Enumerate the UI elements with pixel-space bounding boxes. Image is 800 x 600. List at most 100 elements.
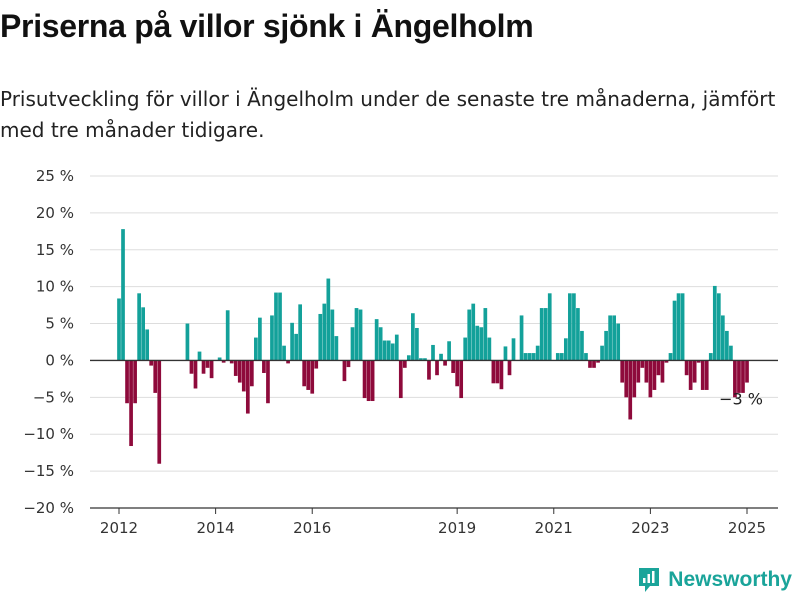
bar-2022-07 — [624, 360, 629, 398]
bar-2019-09 — [487, 337, 492, 361]
bar-2015-08 — [290, 322, 294, 361]
bar-2013-12 — [209, 360, 214, 379]
brand-logo: Newsworthy — [637, 566, 792, 594]
x-tick-label: 2014 — [197, 519, 235, 537]
bar-2012-06 — [137, 293, 141, 361]
bar-2020-11 — [543, 308, 548, 361]
bar-2020-07 — [527, 353, 532, 361]
bar-2014-03 — [221, 360, 226, 363]
bar-2013-06 — [185, 323, 190, 361]
bar-2015-05 — [278, 292, 282, 361]
bar-2012-07 — [141, 307, 145, 361]
bar-2014-02 — [217, 357, 222, 361]
bar-2013-08 — [193, 360, 198, 389]
bar-2017-02 — [362, 360, 367, 399]
bar-2018-11 — [447, 341, 451, 361]
bar-2023-08 — [676, 293, 681, 361]
bar-2022-10 — [636, 360, 641, 383]
x-tick-label: 2021 — [535, 519, 573, 537]
bar-2016-01 — [310, 360, 315, 394]
brand-name: Newsworthy — [668, 568, 792, 591]
bar-2019-03 — [463, 337, 468, 361]
bar-2021-05 — [568, 293, 572, 361]
bar-2017-01 — [358, 309, 363, 361]
bar-2015-10 — [298, 304, 302, 361]
bar-2019-11 — [495, 360, 500, 384]
bar-2022-06 — [620, 360, 625, 383]
y-axis-ticks: 25 % 20 % 15 % 10 % 5 % 0 % −5 % −10 % −15 % −20 … — [23, 167, 74, 517]
bar-2018-01 — [406, 355, 411, 361]
bar-2023-05 — [664, 360, 669, 363]
bar-2017-11 — [398, 360, 403, 399]
bar-2021-10 — [588, 360, 592, 368]
bar-2014-10 — [249, 360, 254, 387]
bar-2024-08 — [725, 330, 729, 361]
bar-2012-01 — [117, 298, 121, 361]
bar-2021-07 — [576, 308, 580, 361]
bar-2018-07 — [431, 344, 435, 361]
bar-2017-07 — [382, 340, 387, 361]
bar-2015-07 — [286, 360, 290, 364]
bar-2021-09 — [584, 353, 588, 361]
bar-2020-12 — [547, 293, 552, 361]
bar-2014-07 — [237, 360, 242, 383]
bar-2022-01 — [600, 345, 604, 361]
bar-2012-11 — [157, 360, 162, 464]
bar-2021-02 — [555, 353, 560, 361]
bar-2022-09 — [632, 360, 637, 398]
bar-2018-02 — [411, 313, 415, 361]
bar-2020-03 — [511, 338, 516, 361]
bar-2016-03 — [318, 313, 323, 361]
x-axis-ticks: 2012 2014 2016 2019 2021 2023 2025 — [90, 507, 778, 537]
y-tick-label: −20 % — [23, 499, 74, 517]
bar-2014-06 — [233, 360, 238, 376]
bar-2019-04 — [467, 309, 472, 361]
bar-2015-04 — [274, 292, 278, 361]
bar-2013-10 — [201, 360, 206, 374]
bar-2022-04 — [612, 315, 616, 361]
bar-2024-05 — [712, 285, 717, 361]
bar-2023-09 — [680, 293, 685, 361]
bar-2016-09 — [342, 360, 347, 382]
bar-2014-11 — [254, 337, 258, 361]
bar-2022-02 — [604, 330, 608, 361]
bar-2023-01 — [648, 360, 653, 398]
bar-2021-11 — [592, 360, 596, 368]
bar-2019-02 — [459, 360, 464, 399]
bar-2017-03 — [366, 360, 371, 402]
x-tick-label: 2025 — [728, 519, 766, 537]
chart-title: Priserna på villor sjönk i Ängelholm — [0, 8, 534, 44]
bar-2019-05 — [471, 303, 476, 361]
bar-2016-04 — [322, 303, 327, 361]
bar-2012-09 — [149, 360, 154, 366]
bar-series — [90, 229, 778, 464]
bar-2017-09 — [390, 343, 395, 361]
bar-2025-01 — [745, 360, 749, 383]
bar-2017-05 — [374, 319, 379, 361]
annotations: −3 % — [719, 390, 763, 409]
y-tick-label: 15 % — [36, 241, 74, 259]
bar-2018-04 — [419, 358, 423, 361]
bar-2017-08 — [386, 340, 391, 361]
bar-2024-12 — [741, 360, 745, 393]
chart-subtitle: Prisutveckling för villor i Ängelholm un… — [0, 87, 776, 142]
bar-2015-03 — [270, 315, 274, 361]
bar-2014-12 — [258, 317, 262, 361]
bar-2015-02 — [266, 360, 270, 404]
bar-2020-09 — [535, 345, 540, 361]
bar-2023-12 — [692, 360, 697, 383]
bar-2018-08 — [435, 360, 439, 376]
bar-2015-06 — [282, 345, 286, 361]
bar-2021-04 — [563, 338, 568, 361]
last-value-label: −3 % — [719, 390, 763, 409]
bar-2022-08 — [628, 360, 633, 420]
bar-2024-10 — [733, 360, 737, 398]
y-tick-label: −10 % — [23, 425, 74, 443]
bar-2017-10 — [394, 334, 399, 361]
bar-2024-03 — [704, 360, 709, 390]
bar-2023-03 — [656, 360, 661, 376]
bar-2019-01 — [455, 360, 459, 387]
bar-2017-06 — [378, 327, 383, 361]
bar-2016-02 — [314, 360, 319, 369]
bar-2016-06 — [330, 309, 335, 361]
